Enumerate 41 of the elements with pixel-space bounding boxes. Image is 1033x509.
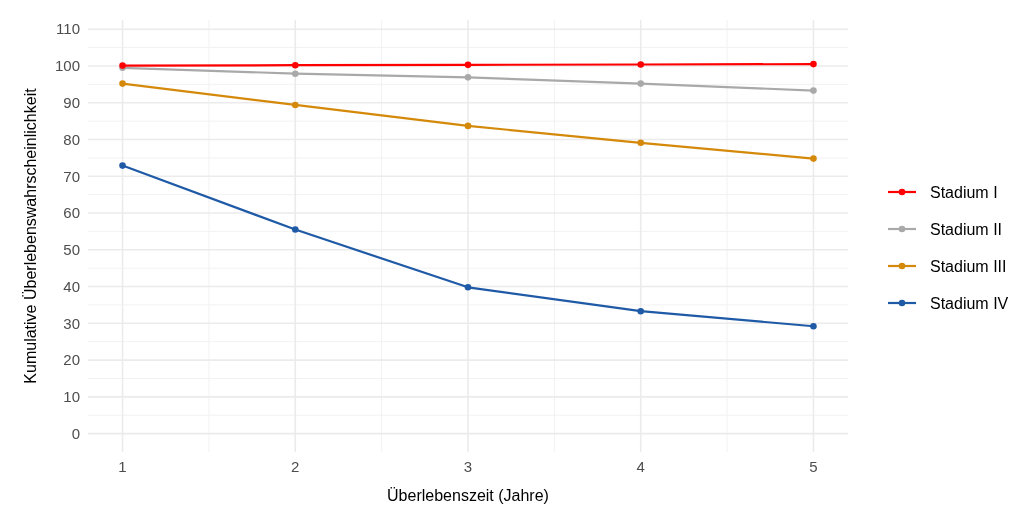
point: [637, 307, 645, 315]
y-tick-label: 110: [56, 20, 80, 38]
point: [464, 74, 472, 81]
legend-label: Stadium I: [930, 183, 998, 201]
point: [291, 226, 299, 233]
x-tick-label: 3: [463, 458, 473, 475]
point: [637, 80, 645, 87]
x-axis-title: Überlebenszeit (Jahre): [387, 487, 549, 504]
y-axis-title: Kumulative Überlebenswahrscheinlichkeit: [22, 87, 39, 384]
y-tick-label: 100: [54, 57, 80, 75]
y-tick-label: 60: [63, 204, 80, 222]
point: [637, 139, 645, 147]
point: [291, 70, 299, 77]
x-tick-label: 4: [636, 458, 645, 475]
legend-label: Stadium IV: [930, 294, 1009, 312]
y-tick-label: 90: [63, 93, 80, 111]
point: [291, 61, 299, 69]
point: [810, 87, 817, 94]
point: [464, 283, 472, 291]
point: [464, 61, 472, 69]
y-tick-label: 0: [71, 424, 80, 442]
y-tick-label: 10: [63, 388, 80, 406]
x-tick-label: 5: [809, 458, 818, 475]
y-tick-label: 20: [63, 351, 80, 369]
y-tick-label: 30: [63, 314, 80, 332]
point: [810, 322, 817, 330]
y-tick-label: 80: [63, 130, 80, 148]
point: [119, 80, 126, 87]
x-tick-label: 1: [118, 458, 127, 475]
legend-label: Stadium III: [930, 257, 1007, 275]
point: [119, 162, 126, 169]
y-tick-label: 50: [63, 241, 80, 259]
point: [810, 60, 817, 68]
point: [637, 61, 645, 68]
x-tick-label: 2: [291, 458, 300, 475]
y-tick-label: 40: [63, 277, 80, 295]
point: [291, 101, 299, 109]
legend-label: Stadium II: [930, 220, 1003, 238]
point: [464, 122, 472, 130]
y-tick-label: 70: [63, 167, 80, 185]
point: [810, 155, 817, 162]
